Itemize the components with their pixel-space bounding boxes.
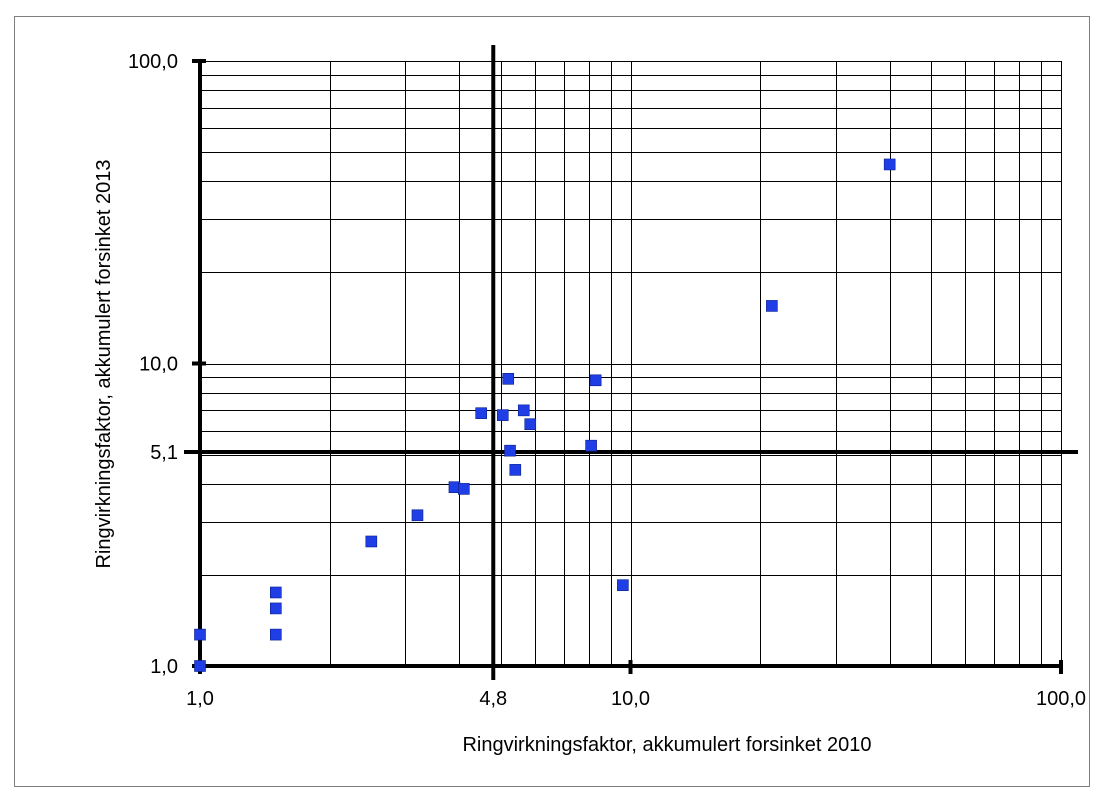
data-point <box>365 535 378 548</box>
data-point <box>766 300 778 312</box>
data-point <box>194 660 206 672</box>
reference-lines <box>184 45 1078 680</box>
x-tick-label: 100,0 <box>1036 688 1086 710</box>
y-tick-label: 10,0 <box>139 354 178 376</box>
x-tick-label: 10,0 <box>611 688 650 710</box>
data-point <box>524 418 537 430</box>
data-point <box>475 407 488 420</box>
data-point <box>270 628 282 641</box>
y-axis-title: Ringvirkningsfaktor, akkumulert forsinke… <box>93 159 115 568</box>
y-tick-label: 1,0 <box>150 656 178 678</box>
data-point <box>883 158 896 171</box>
data-point <box>589 374 602 387</box>
data-point <box>411 509 424 522</box>
data-point <box>194 628 206 641</box>
data-point <box>458 483 470 495</box>
y-tick-label: 5,1 <box>150 442 178 464</box>
tick-labels: 1,0 4,8 10,0 100,0 1,0 5,1 10,0 100,0 <box>128 51 1086 710</box>
data-point <box>509 464 522 476</box>
data-point <box>270 586 282 599</box>
y-tick-label: 100,0 <box>128 51 178 73</box>
data-point <box>270 602 282 615</box>
x-axis-title: Ringvirkningsfaktor, akkumulert forsinke… <box>462 734 871 756</box>
chart-frame <box>14 16 1090 787</box>
data-point <box>502 373 515 385</box>
data-point <box>617 579 629 591</box>
data-point <box>517 404 530 417</box>
data-points <box>194 158 896 672</box>
data-point <box>496 409 509 421</box>
data-point <box>504 444 516 457</box>
data-point <box>585 439 597 452</box>
x-tick-label: 4,8 <box>479 688 507 710</box>
x-tick-label: 1,0 <box>186 688 214 710</box>
